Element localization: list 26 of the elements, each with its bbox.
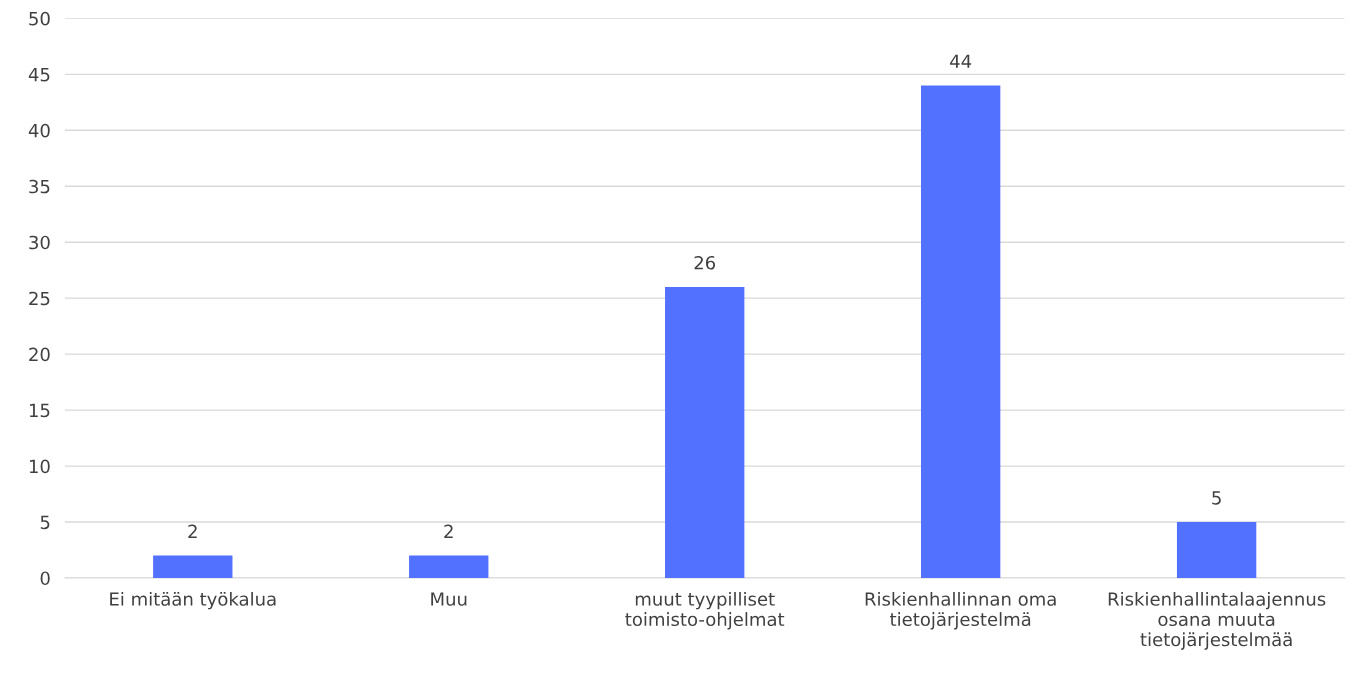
data-label: 44 xyxy=(950,54,972,68)
x-tick-label: Ei mitään työkalua xyxy=(110,591,276,610)
y-tick-label: 10 xyxy=(29,459,50,474)
data-label: 26 xyxy=(694,255,716,270)
y-tick-label: 45 xyxy=(28,68,50,82)
y-tick-label: 20 xyxy=(29,347,50,362)
data-label: 5 xyxy=(1212,491,1221,505)
x-tick-label: Muu xyxy=(431,592,467,606)
x-tick-label: Riskienhallinnan oma tietojärjestelmä xyxy=(865,591,1056,630)
y-tick-label: 5 xyxy=(40,515,50,530)
y-tick-label: 50 xyxy=(29,11,50,26)
data-label: 2 xyxy=(444,524,453,538)
x-tick-label: muut tyypilliset toimisto-ohjelmat xyxy=(625,591,785,630)
bar xyxy=(920,85,1001,578)
y-tick-label: 0 xyxy=(40,571,50,586)
y-tick-label: 15 xyxy=(29,403,50,418)
bar xyxy=(409,555,489,578)
y-tick-label: 30 xyxy=(29,235,50,250)
y-tick-label: 40 xyxy=(28,123,50,138)
bar xyxy=(1176,522,1257,578)
y-tick-label: 25 xyxy=(29,291,50,306)
bar xyxy=(153,555,233,578)
x-tick-label: Riskienhallintalaajennus osana muuta tietojärjestelmää xyxy=(1108,591,1326,650)
y-tick-label: 35 xyxy=(29,179,50,194)
data-label: 2 xyxy=(188,524,197,538)
bar xyxy=(665,286,745,578)
